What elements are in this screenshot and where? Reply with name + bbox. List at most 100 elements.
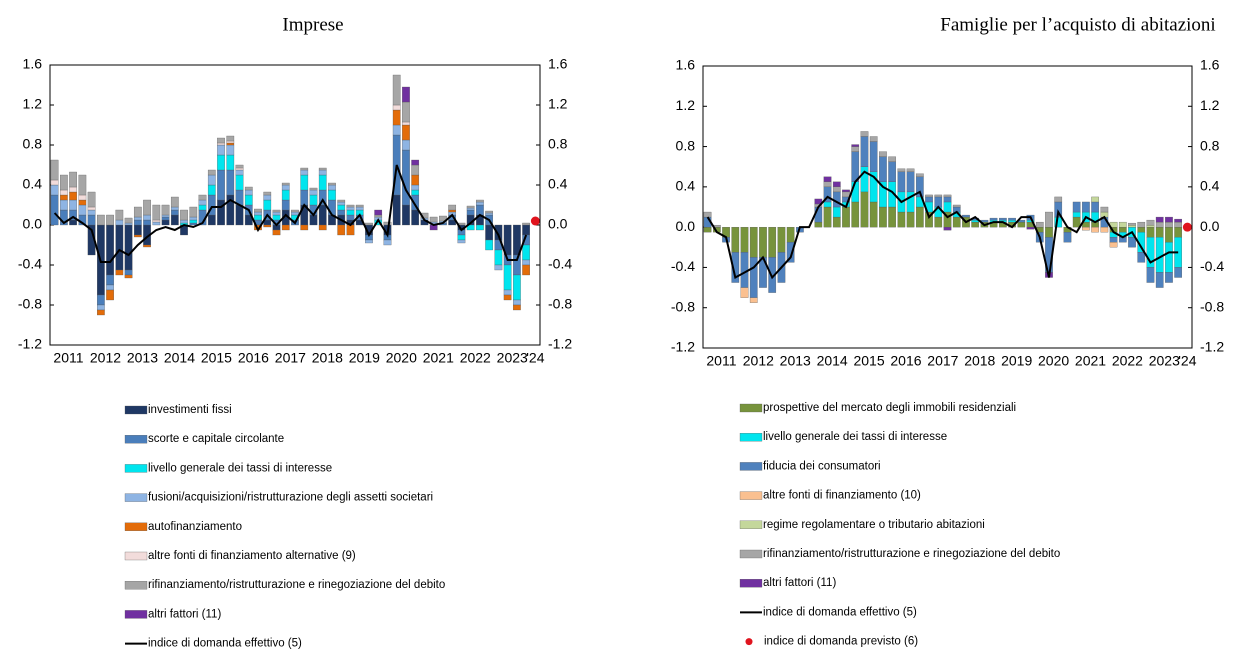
bar-segment xyxy=(476,204,484,216)
bar-segment xyxy=(226,135,235,142)
bar-segment xyxy=(1100,226,1109,233)
plot-frame xyxy=(49,64,541,346)
bar-segment xyxy=(272,209,281,213)
bar-segment xyxy=(1072,201,1081,213)
bar-segment xyxy=(860,131,869,137)
bar-segment xyxy=(337,204,346,211)
bar-segment xyxy=(281,184,290,191)
bar-segment xyxy=(300,174,309,191)
bar-segment xyxy=(337,201,346,206)
bar-segment xyxy=(943,226,952,231)
x-tick-label: 2015 xyxy=(201,350,232,366)
bar-segment xyxy=(198,204,207,211)
legend-swatch xyxy=(124,581,148,590)
x-tick-label: 2013 xyxy=(780,353,811,369)
bar-segment xyxy=(318,169,327,176)
bar-segment xyxy=(263,199,272,211)
bar-segment xyxy=(263,191,272,196)
x-tick-label: 2019 xyxy=(349,350,380,366)
x-tick-label: 2023 xyxy=(1149,353,1180,369)
bar-segment xyxy=(235,164,244,169)
bar-segment xyxy=(457,239,466,244)
bar-segment xyxy=(170,209,179,216)
x-tick-label: 2020 xyxy=(1038,353,1069,369)
bar-segment xyxy=(309,189,318,196)
bar-segment xyxy=(254,208,262,213)
bar-segment xyxy=(952,204,961,208)
bar-segment xyxy=(1008,217,1016,221)
y-tick-label: 0.4 xyxy=(676,178,696,194)
bar-segment xyxy=(1155,226,1164,238)
bar-segment xyxy=(1155,272,1164,288)
chart-title: Famiglie per l’acquisto di abitazioni xyxy=(940,14,1215,35)
bar-segment xyxy=(897,171,906,193)
legend-label: prospettive del mercato degli immobili r… xyxy=(763,402,1016,414)
bar-segment xyxy=(906,211,915,228)
bar-segment xyxy=(915,173,924,177)
bar-segment xyxy=(60,199,68,211)
bar-segment xyxy=(254,214,262,221)
bar-segment xyxy=(226,169,235,196)
bar-segment xyxy=(87,191,96,208)
bar-segment xyxy=(832,181,841,188)
bar-segment xyxy=(383,239,392,246)
bar-segment xyxy=(115,209,124,221)
bar-segment xyxy=(989,217,998,221)
bar-segment xyxy=(823,201,832,208)
bar-segment xyxy=(50,194,59,226)
bar-segment xyxy=(69,191,77,201)
legend-label: regime regolamentare o tributario abitaz… xyxy=(763,519,985,531)
bar-segment xyxy=(106,289,114,301)
bar-segment xyxy=(1128,222,1136,226)
bar-segment xyxy=(300,189,309,206)
bar-segment xyxy=(999,217,1007,221)
y2-tick-label: 1.6 xyxy=(548,56,568,72)
bar-segment xyxy=(69,219,77,226)
bar-segment xyxy=(1146,267,1155,283)
bar-segment xyxy=(355,204,364,208)
bar-segment xyxy=(1128,237,1136,248)
bar-segment xyxy=(1072,216,1081,228)
bar-segment xyxy=(217,169,225,201)
bar-segment xyxy=(851,144,860,147)
bar-segment xyxy=(1146,226,1155,238)
bar-segment xyxy=(925,196,933,203)
bar-segment xyxy=(879,151,887,157)
bar-segment xyxy=(97,304,105,311)
bar-segment xyxy=(291,211,299,216)
bar-segment xyxy=(235,204,244,226)
bar-segment xyxy=(759,226,767,258)
bar-segment xyxy=(97,309,105,316)
bar-segment xyxy=(328,189,336,201)
bar-segment xyxy=(337,224,346,236)
bar-segment xyxy=(786,242,795,263)
bar-segment xyxy=(180,209,188,221)
bar-segment xyxy=(879,156,887,182)
y-tick-label: -1.2 xyxy=(18,336,42,352)
bar-segment xyxy=(851,181,860,203)
bar-segment xyxy=(1174,267,1183,278)
bar-segment xyxy=(1137,252,1146,263)
bar-segment xyxy=(272,214,281,221)
index-line xyxy=(706,170,1179,280)
bar-segment xyxy=(1035,221,1044,228)
y-tick-label: 0.8 xyxy=(23,136,43,152)
bar-segment xyxy=(244,189,253,196)
bar-segment xyxy=(485,224,493,241)
bar-segment xyxy=(318,174,327,191)
bar-segment xyxy=(1146,219,1155,226)
bar-segment xyxy=(411,209,420,226)
bar-segment xyxy=(768,226,777,258)
bar-segment xyxy=(346,206,355,211)
bar-segment xyxy=(235,174,244,191)
x-tick-label: 2012 xyxy=(743,353,774,369)
bar-segment xyxy=(272,229,281,236)
bar-segment xyxy=(1091,226,1099,233)
bar-segment xyxy=(943,196,952,203)
bar-segment xyxy=(392,104,401,111)
bar-segment xyxy=(1109,242,1118,248)
bar-segment xyxy=(170,214,179,226)
x-tick-label: 2017 xyxy=(927,353,958,369)
bar-segment xyxy=(749,226,758,258)
bar-segment xyxy=(170,206,179,211)
